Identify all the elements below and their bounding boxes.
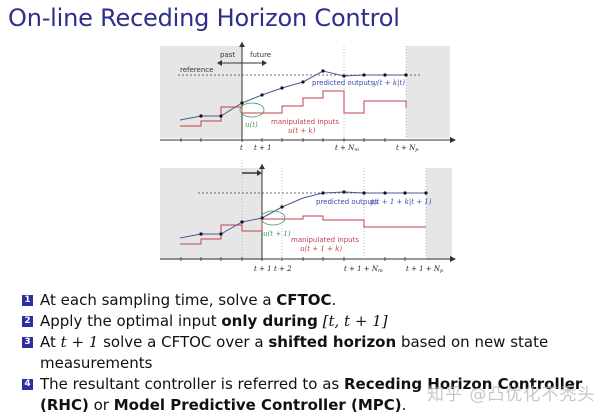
manipulated-inputs-label: manipulated inputs bbox=[271, 118, 339, 126]
rhc-diagram-time-t: past future reference u(t) predicted out… bbox=[160, 42, 456, 153]
rhc-diagram-time-t-plus-1: u(t + 1) predicted outputs y(t + 1 + k|t… bbox=[160, 160, 456, 274]
watermark: 知乎 @凸优化不秃头 bbox=[427, 385, 596, 405]
predicted-outputs-label-2: predicted outputs bbox=[316, 198, 379, 206]
svg-text:t + 1 + Np: t + 1 + Np bbox=[406, 265, 444, 274]
svg-text:t + Np: t + Np bbox=[396, 144, 419, 153]
slide-title: On-line Receding Horizon Control bbox=[8, 4, 400, 32]
svg-text:t + Nm: t + Nm bbox=[335, 144, 359, 153]
predicted-outputs-math: y(t + k|t) bbox=[372, 79, 405, 87]
number-badge: 4 bbox=[22, 379, 33, 390]
u-next-label: u(t + 1) bbox=[263, 230, 291, 238]
number-badge: 1 bbox=[22, 295, 33, 306]
svg-text:t: t bbox=[240, 144, 243, 152]
predicted-outputs-math-2: y(t + 1 + k|t + 1) bbox=[369, 198, 432, 206]
svg-text:t + 1: t + 1 bbox=[254, 265, 272, 273]
u-now-label: u(t) bbox=[245, 121, 258, 129]
svg-text:t + 1 + Nm: t + 1 + Nm bbox=[344, 265, 383, 274]
bullet-item-3: 3 At t + 1 solve a CFTOC over a shifted … bbox=[22, 332, 600, 374]
manipulated-inputs-math-2: u(t + 1 + k) bbox=[300, 245, 342, 253]
past-label: past bbox=[220, 51, 235, 59]
bullet-list: 1 At each sampling time, solve a CFTOC. … bbox=[22, 290, 600, 416]
manipulated-inputs-label-2: manipulated inputs bbox=[291, 236, 359, 244]
svg-text:t + 2: t + 2 bbox=[274, 265, 292, 273]
manipulated-inputs-math: u(t + k) bbox=[288, 127, 316, 135]
number-badge: 3 bbox=[22, 337, 33, 348]
reference-label: reference bbox=[180, 66, 213, 74]
bullet-item-4: 4 The resultant controller is referred t… bbox=[22, 374, 600, 416]
bullet-item-2: 2 Apply the optimal input only during [t… bbox=[22, 311, 600, 332]
bullet-item-1: 1 At each sampling time, solve a CFTOC. bbox=[22, 290, 600, 311]
predicted-outputs-label: predicted outputs bbox=[312, 79, 375, 87]
svg-text:t + 1: t + 1 bbox=[254, 144, 272, 152]
number-badge: 2 bbox=[22, 316, 33, 327]
future-label: future bbox=[250, 51, 271, 59]
